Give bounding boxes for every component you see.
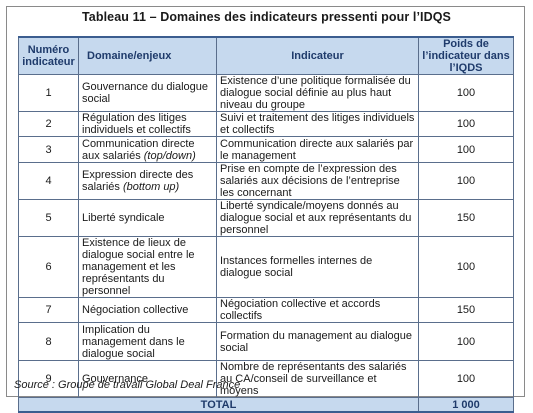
row-domaine: Gouvernance	[78, 360, 217, 398]
row-number: 7	[18, 297, 79, 323]
header-row: Numéro indicateur Domaine/enjeux Indicat…	[18, 36, 514, 75]
row-domaine: Régulation des litiges individuels et co…	[78, 111, 217, 137]
row-number: 5	[18, 199, 79, 237]
row-poids: 100	[418, 74, 514, 112]
row-poids: 150	[418, 199, 514, 237]
table-row: 9 Gouvernance Nombre de représentants de…	[18, 360, 514, 398]
row-poids: 100	[418, 236, 514, 298]
table-row: 6 Existence de lieux de dialogue social …	[18, 236, 514, 298]
table-row: 7 Négociation collective Négociation col…	[18, 297, 514, 323]
row-indicateur: Communication directe aux salariés par l…	[216, 136, 419, 163]
row-poids: 100	[418, 162, 514, 200]
row-indicateur: Instances formelles internes de dialogue…	[216, 236, 419, 298]
row-number: 4	[18, 162, 79, 200]
row-number: 2	[18, 111, 79, 137]
header-indicateur: Indicateur	[216, 36, 419, 75]
header-domaine: Domaine/enjeux	[78, 36, 217, 75]
row-number: 3	[18, 136, 79, 163]
row-poids: 100	[418, 111, 514, 137]
row-poids: 100	[418, 360, 514, 398]
table-row: 4 Expression directe des salariés (botto…	[18, 162, 514, 200]
table-row: 2 Régulation des litiges individuels et …	[18, 111, 514, 137]
row-number: 8	[18, 322, 79, 361]
table-row: 5 Liberté syndicale Liberté syndicale/mo…	[18, 199, 514, 237]
table-title: Tableau 11 – Domaines des indicateurs pr…	[82, 10, 451, 24]
row-number: 6	[18, 236, 79, 298]
table-row: 8 Implication du management dans le dial…	[18, 322, 514, 361]
row-number: 9	[18, 360, 79, 398]
indicators-table: Numéro indicateur Domaine/enjeux Indicat…	[18, 36, 514, 413]
row-poids: 100	[418, 136, 514, 163]
row-indicateur: Formation du management au dialogue soci…	[216, 322, 419, 361]
row-indicateur: Nombre de représentants des salariés au …	[216, 360, 419, 398]
row-domaine: Expression directe des salariés (bottom …	[78, 162, 217, 200]
row-indicateur: Prise en compte de l’expression des sala…	[216, 162, 419, 200]
row-domaine: Liberté syndicale	[78, 199, 217, 237]
row-indicateur: Suivi et traitement des litiges individu…	[216, 111, 419, 137]
row-domaine: Gouvernance du dialogue social	[78, 74, 217, 112]
header-numero: Numéro indicateur	[18, 36, 79, 75]
row-domaine: Existence de lieux de dialogue social en…	[78, 236, 217, 298]
row-domaine: Communication directe aux salariés (top/…	[78, 136, 217, 163]
row-number: 1	[18, 74, 79, 112]
table-row: 1 Gouvernance du dialogue social Existen…	[18, 74, 514, 112]
row-poids: 150	[418, 297, 514, 323]
header-poids: Poids de l’indicateur dans l’IQDS	[418, 36, 514, 75]
row-indicateur: Négociation collective et accords collec…	[216, 297, 419, 323]
row-indicateur: Liberté syndicale/moyens donnés au dialo…	[216, 199, 419, 237]
row-domaine: Négociation collective	[78, 297, 217, 323]
source-note: Source : Groupe de travail Global Deal F…	[14, 379, 241, 391]
table-row: 3 Communication directe aux salariés (to…	[18, 136, 514, 163]
row-poids: 100	[418, 322, 514, 361]
row-domaine: Implication du management dans le dialog…	[78, 322, 217, 361]
row-indicateur: Existence d’une politique formalisée du …	[216, 74, 419, 112]
